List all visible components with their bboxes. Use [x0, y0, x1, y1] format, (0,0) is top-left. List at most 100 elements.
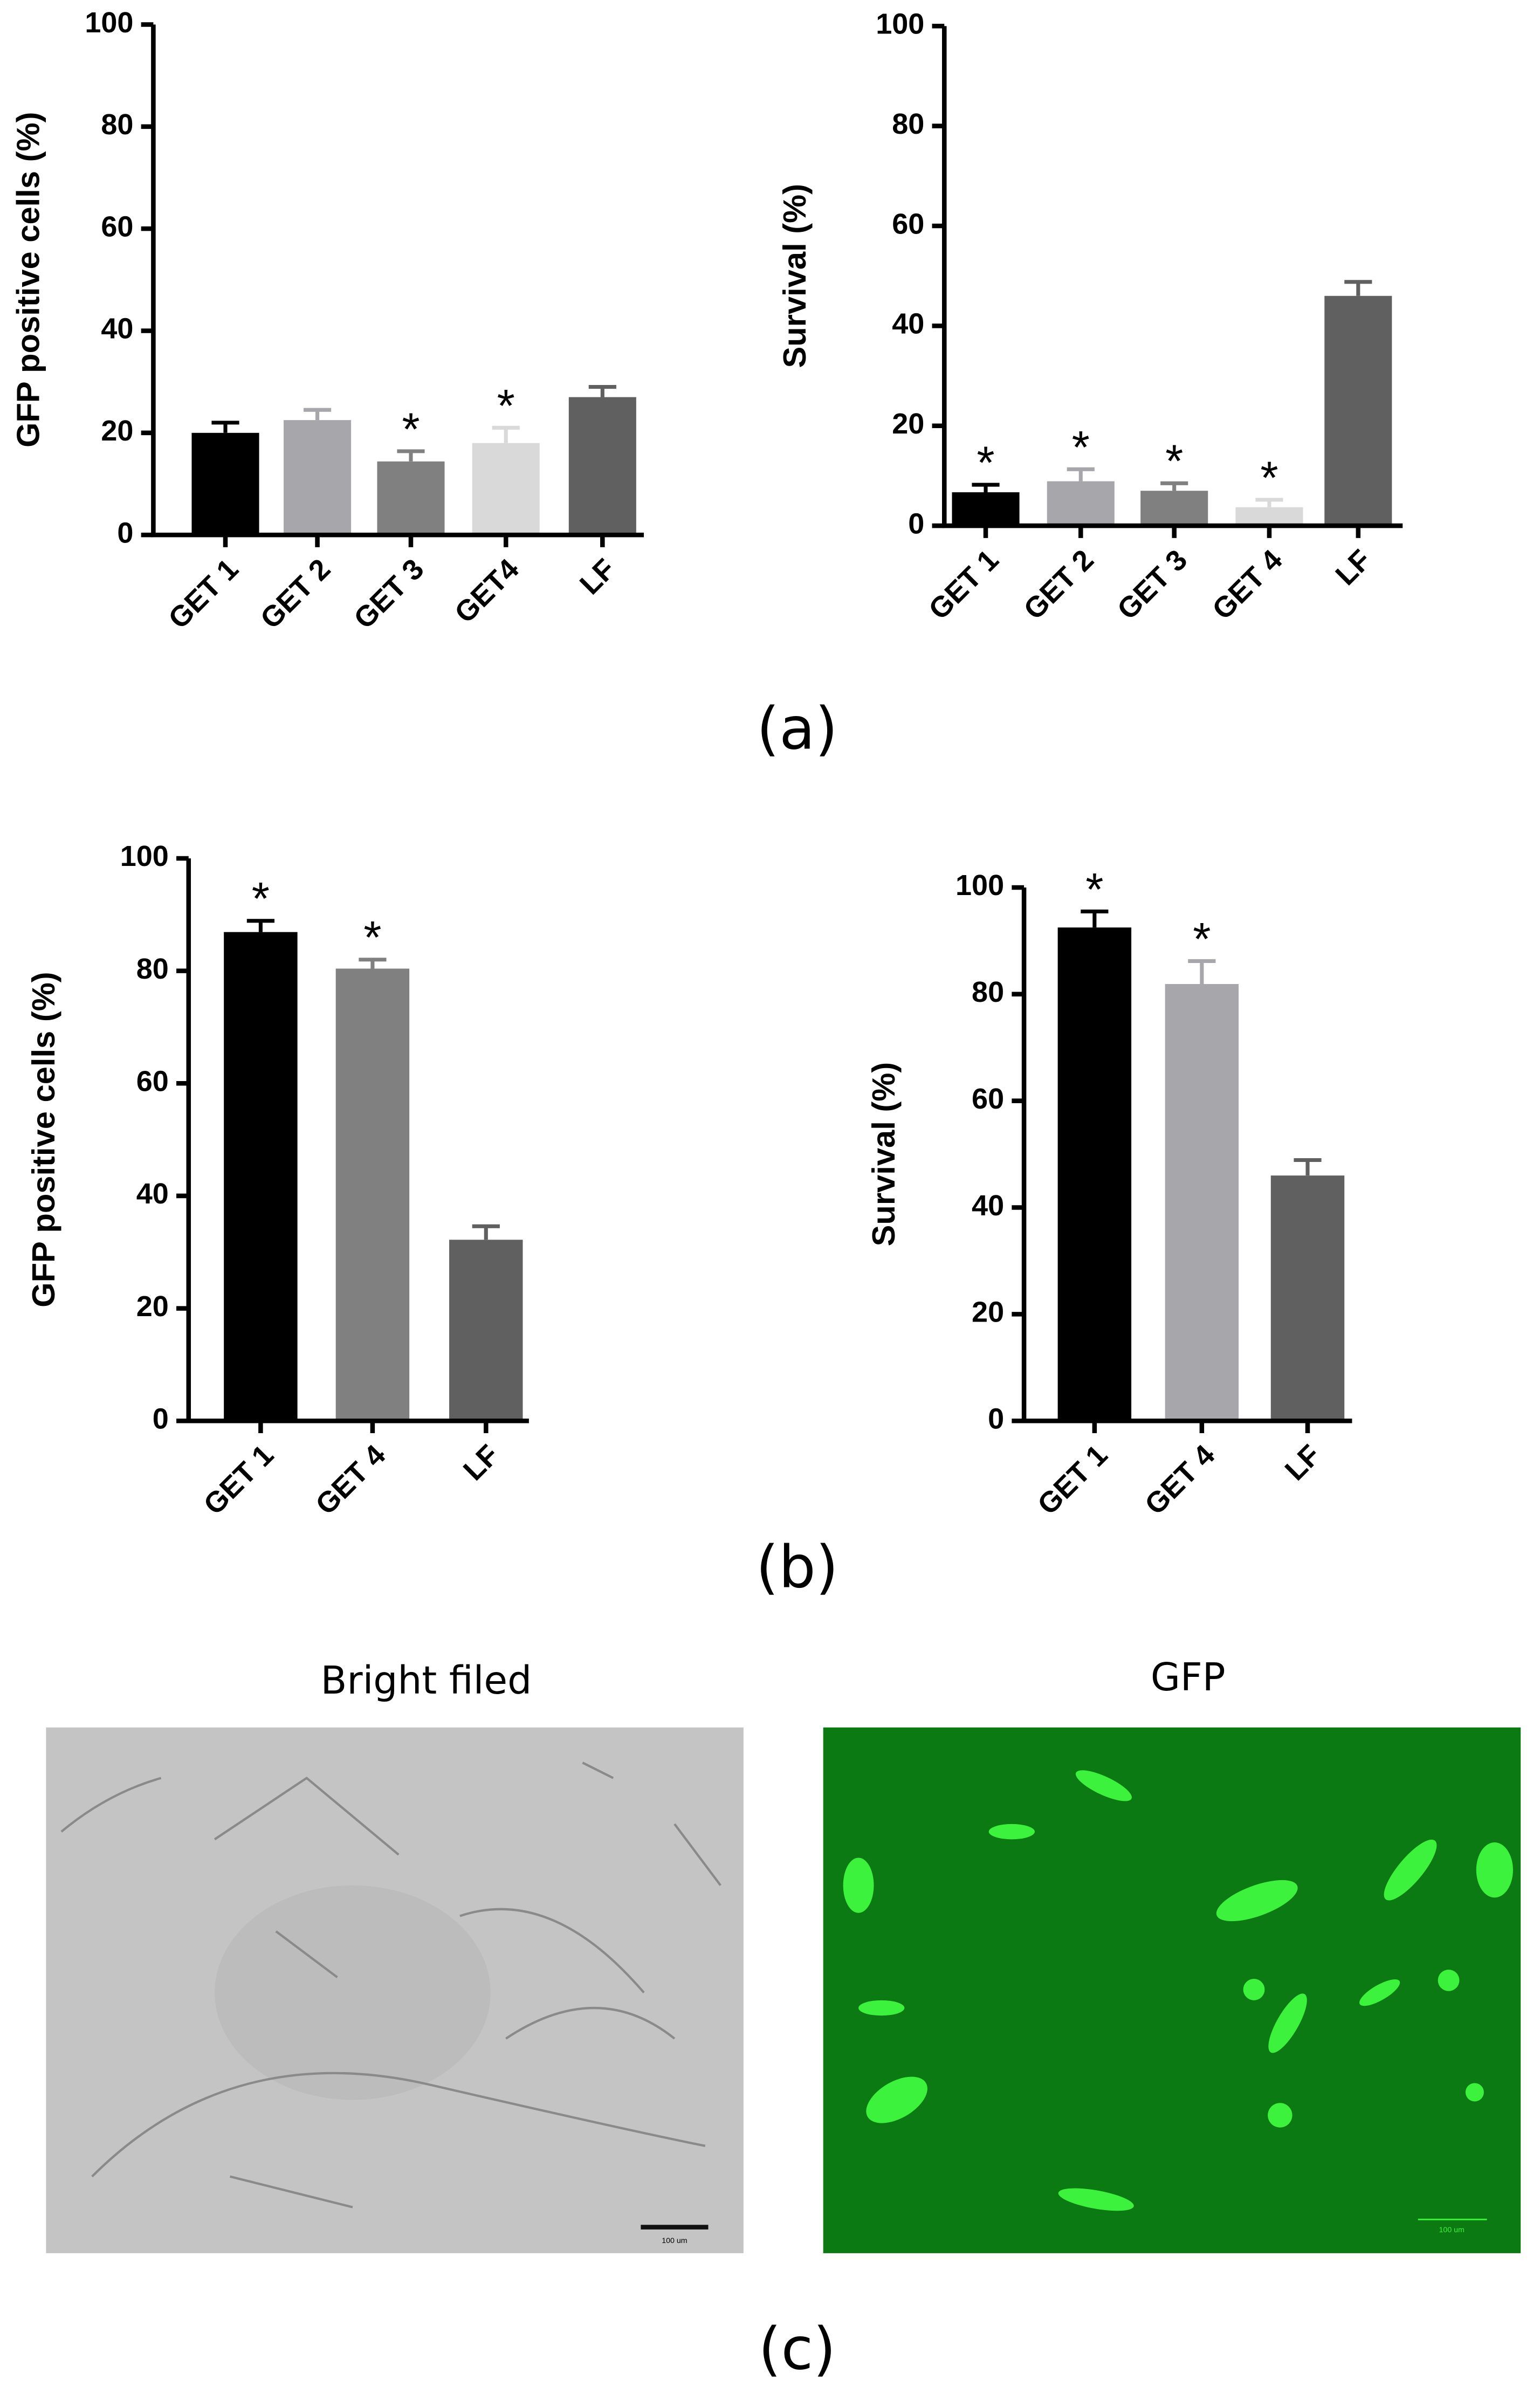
error-bar	[1294, 1158, 1322, 1176]
error-bar	[303, 408, 332, 421]
y-tick-label: 100	[120, 840, 169, 872]
y-tick-label: 100	[876, 8, 924, 40]
axes	[151, 24, 644, 538]
bar	[1235, 507, 1303, 526]
significance-marker: *	[252, 873, 270, 925]
bar	[224, 932, 298, 1421]
error-bar	[492, 425, 520, 443]
error-bar	[1081, 909, 1109, 928]
x-tick-label: GET 2	[254, 553, 336, 635]
y-tick-label: 0	[988, 1403, 1004, 1435]
axes	[1021, 887, 1352, 1423]
significance-marker: *	[402, 404, 420, 455]
y-tick-label: 20	[972, 1296, 1004, 1329]
x-tick-label: GET 3	[1111, 543, 1194, 626]
y-tick-label: 60	[101, 210, 133, 243]
error-bar	[1067, 467, 1095, 481]
bar	[449, 1240, 523, 1421]
x-tick-label: LF	[1279, 1439, 1327, 1487]
significance-marker: *	[977, 437, 994, 489]
y-tick-label: 20	[892, 408, 924, 440]
bar	[377, 461, 445, 535]
error-bar	[1188, 959, 1216, 985]
x-tick-label: GET 3	[348, 553, 430, 635]
bar	[472, 443, 540, 535]
y-axis-label: Survival (%)	[865, 1062, 902, 1247]
error-bar	[1255, 498, 1283, 507]
x-tick-label: GET 4	[1206, 543, 1289, 626]
error-bar	[1160, 481, 1188, 491]
significance-marker: *	[1165, 436, 1183, 487]
bar	[568, 397, 636, 535]
x-tick-label: GET 4	[1139, 1439, 1221, 1521]
x-tick-label: LF	[457, 1439, 505, 1487]
y-tick-label: 40	[972, 1189, 1004, 1222]
gfp-image: 100 um	[823, 1727, 1521, 2253]
y-tick-label: 0	[117, 517, 133, 549]
bar	[1270, 1175, 1345, 1421]
x-tick-label: GET 4	[310, 1439, 392, 1521]
x-tick-label: LF	[1329, 543, 1377, 591]
x-tick-label: GET 1	[923, 543, 1005, 626]
significance-marker: *	[363, 912, 381, 964]
error-bar	[588, 385, 616, 397]
y-tick-label: 40	[101, 313, 133, 345]
y-tick-label: 0	[908, 507, 924, 540]
y-tick-label: 60	[972, 1083, 1004, 1115]
y-tick-label: 60	[892, 208, 924, 240]
bar	[1140, 491, 1208, 526]
scale-bar-label: 100 um	[662, 2237, 687, 2245]
y-axis-label: Survival (%)	[776, 184, 813, 368]
image-title: Bright filed	[321, 1658, 532, 1703]
y-tick-label: 40	[892, 308, 924, 340]
bar	[335, 968, 410, 1421]
error-bar	[472, 1224, 500, 1240]
bar	[284, 420, 352, 535]
bar	[952, 492, 1020, 526]
x-tick-label: GET 1	[1032, 1439, 1114, 1521]
error-bar	[972, 483, 1000, 492]
axes	[941, 26, 1403, 528]
y-tick-label: 80	[892, 108, 924, 140]
significance-marker: *	[1193, 914, 1211, 965]
x-tick-label: GET 1	[197, 1439, 280, 1521]
bar	[1047, 481, 1115, 526]
error-bar	[1344, 280, 1372, 296]
y-tick-label: 100	[85, 6, 133, 39]
y-tick-label: 40	[136, 1178, 169, 1210]
error-bar	[246, 919, 274, 932]
error-bar	[211, 421, 239, 433]
x-tick-label: GET 2	[1018, 543, 1100, 626]
bar	[1057, 927, 1132, 1421]
significance-marker: *	[1085, 864, 1103, 916]
y-tick-label: 20	[136, 1290, 169, 1323]
scale-bar-label: 100 um	[1439, 2226, 1465, 2234]
y-axis-label: GFP positive cells (%)	[25, 972, 61, 1308]
axes	[186, 858, 529, 1423]
y-tick-label: 80	[972, 976, 1004, 1008]
x-tick-label: GET4	[449, 553, 525, 629]
significance-marker: *	[497, 381, 515, 432]
error-bar	[359, 958, 387, 969]
significance-marker: *	[1260, 452, 1278, 504]
y-tick-label: 80	[136, 953, 169, 985]
y-axis-label: GFP positive cells (%)	[10, 112, 46, 448]
error-bar	[397, 449, 425, 462]
significance-marker: *	[1072, 422, 1090, 473]
y-tick-label: 0	[153, 1403, 169, 1435]
y-tick-label: 100	[955, 869, 1004, 902]
x-tick-label: LF	[574, 553, 622, 601]
y-tick-label: 80	[101, 108, 133, 141]
bright-field-image: 100 um	[46, 1727, 744, 2253]
panel-label: (a)	[757, 696, 837, 763]
y-tick-label: 60	[136, 1065, 169, 1098]
bar	[1324, 295, 1392, 526]
panel-label: (b)	[756, 1534, 838, 1601]
bar	[191, 432, 259, 535]
x-tick-label: GET 1	[162, 553, 245, 635]
bar	[1165, 984, 1239, 1421]
panel-label: (c)	[759, 2315, 836, 2383]
image-title: GFP	[1151, 1655, 1226, 1700]
